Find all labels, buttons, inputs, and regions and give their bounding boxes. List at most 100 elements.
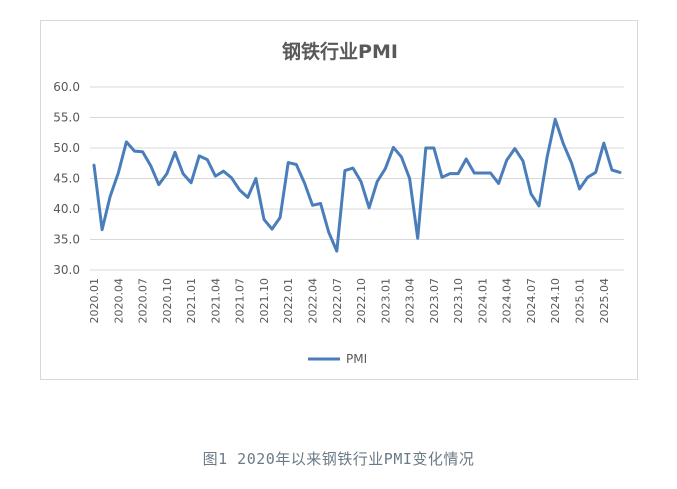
data-point [610, 168, 613, 171]
x-tick-label: 2023.01 [379, 278, 392, 324]
data-point [562, 142, 565, 145]
data-point [440, 176, 443, 179]
data-point [578, 187, 581, 190]
data-point [392, 146, 395, 149]
data-point [408, 177, 411, 180]
data-point [335, 250, 338, 253]
data-point [206, 158, 209, 161]
data-point [360, 180, 363, 183]
data-point [400, 156, 403, 159]
data-point [432, 147, 435, 150]
x-tick-label: 2024.07 [525, 278, 538, 324]
x-axis-ticks: 2020.01 2020.04 2020.07 2020.10 2021.01 2021.… [88, 278, 611, 324]
data-point [295, 163, 298, 166]
y-tick-label: 40.0 [53, 202, 80, 216]
data-point [449, 172, 452, 175]
data-point [117, 172, 120, 175]
data-point [368, 206, 371, 209]
x-tick-label: 2020.10 [161, 278, 174, 324]
x-tick-label: 2020.04 [112, 278, 125, 324]
data-point [141, 150, 144, 153]
data-point [481, 172, 484, 175]
data-point [473, 172, 476, 175]
x-tick-label: 2025.01 [574, 278, 587, 324]
data-point [570, 161, 573, 164]
data-point [602, 142, 605, 145]
data-point [214, 175, 217, 178]
data-point [311, 204, 314, 207]
y-tick-label: 50.0 [53, 141, 80, 155]
data-point [376, 180, 379, 183]
x-tick-label: 2020.07 [137, 278, 150, 324]
data-point [327, 231, 330, 234]
data-point [343, 169, 346, 172]
series-line-pmi [92, 117, 622, 253]
x-tick-label: 2021.10 [258, 278, 271, 324]
data-point [271, 228, 274, 231]
x-tick-label: 2022.10 [355, 278, 368, 324]
x-tick-label: 2020.01 [88, 278, 101, 324]
y-tick-label: 55.0 [53, 111, 80, 125]
x-tick-label: 2024.04 [501, 278, 514, 324]
data-point [157, 183, 160, 186]
data-point [246, 196, 249, 199]
data-point [230, 176, 233, 179]
data-point [586, 176, 589, 179]
data-point [109, 195, 112, 198]
y-tick-label: 60.0 [53, 80, 80, 94]
x-tick-label: 2022.01 [282, 278, 295, 324]
data-point [165, 172, 168, 175]
data-point [287, 161, 290, 164]
data-point [222, 170, 225, 173]
data-point [319, 202, 322, 205]
pmi-line-chart: 钢铁行业PMI 30.0 35.0 40.0 45.0 50.0 55.0 60.0 202… [53, 40, 624, 366]
data-point [93, 164, 96, 167]
gridlines [90, 86, 624, 240]
data-point [618, 171, 621, 174]
data-point [546, 156, 549, 159]
x-tick-label: 2024.10 [549, 278, 562, 324]
data-point [505, 159, 508, 162]
data-point [497, 182, 500, 185]
data-point [529, 192, 532, 195]
x-tick-label: 2023.07 [428, 278, 441, 324]
data-point [424, 147, 427, 150]
y-tick-label: 45.0 [53, 172, 80, 186]
data-point [173, 151, 176, 154]
data-point [538, 204, 541, 207]
legend: PMI [308, 352, 367, 366]
data-point [465, 157, 468, 160]
data-point [101, 228, 104, 231]
data-point [303, 181, 306, 184]
data-point [190, 181, 193, 184]
legend-label: PMI [346, 352, 367, 366]
y-tick-label: 35.0 [53, 233, 80, 247]
data-point [513, 147, 516, 150]
data-point [125, 140, 128, 143]
data-point [238, 189, 241, 192]
x-tick-label: 2021.01 [185, 278, 198, 324]
data-point [521, 159, 524, 162]
x-tick-label: 2024.01 [476, 278, 489, 324]
data-point [279, 216, 282, 219]
data-point [182, 172, 185, 175]
y-tick-label: 30.0 [53, 263, 80, 277]
data-point [351, 167, 354, 170]
x-tick-label: 2021.04 [209, 278, 222, 324]
chart-title: 钢铁行业PMI [282, 40, 398, 63]
data-point [262, 218, 265, 221]
chart-frame: 钢铁行业PMI 30.0 35.0 40.0 45.0 50.0 55.0 60.0 202… [40, 20, 638, 380]
data-point [198, 154, 201, 157]
data-point [489, 172, 492, 175]
data-point [594, 171, 597, 174]
y-axis-ticks: 30.0 35.0 40.0 45.0 50.0 55.0 60.0 [53, 80, 80, 277]
data-point [133, 150, 136, 153]
x-tick-label: 2025.04 [598, 278, 611, 324]
x-tick-label: 2022.07 [331, 278, 344, 324]
series-group [92, 117, 622, 253]
data-point [149, 164, 152, 167]
data-point [554, 118, 557, 121]
x-tick-label: 2022.04 [307, 278, 320, 324]
data-point [254, 177, 257, 180]
x-tick-label: 2023.10 [452, 278, 465, 324]
